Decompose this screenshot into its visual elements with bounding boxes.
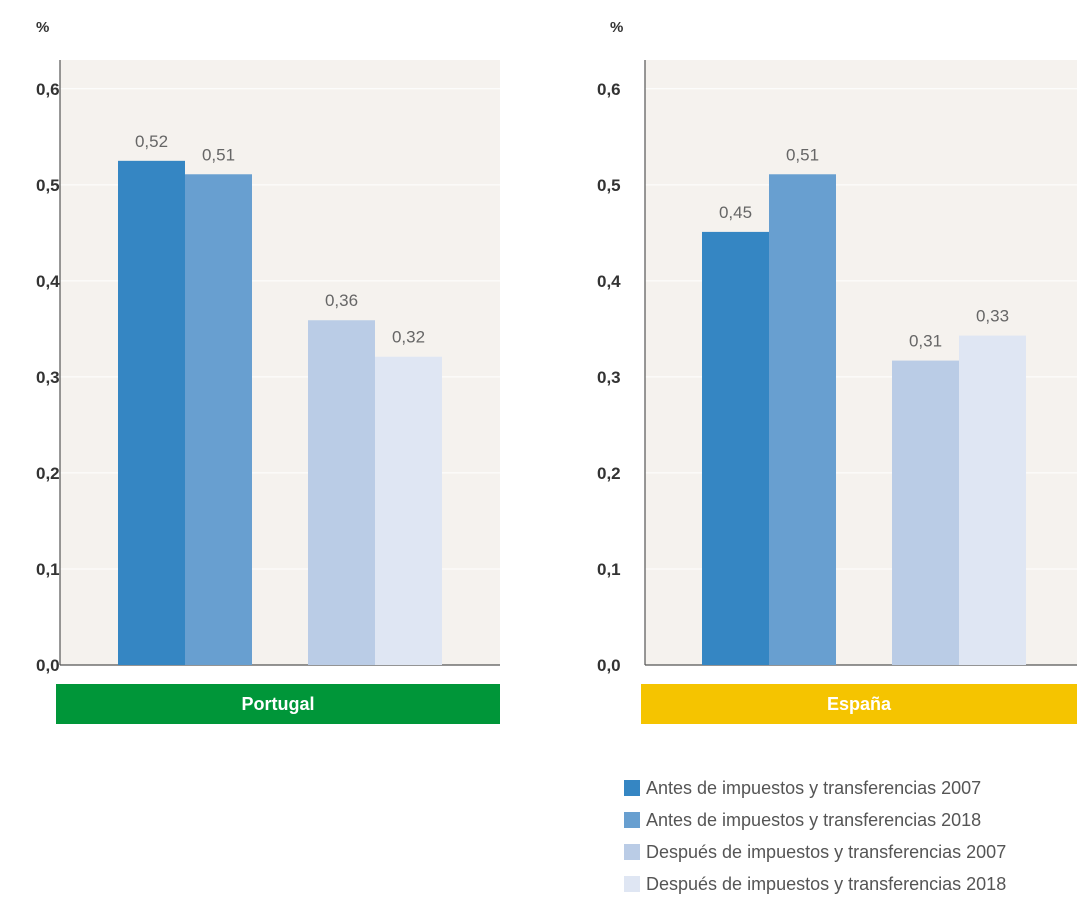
y-tick-label: 0,6 xyxy=(36,80,60,99)
legend-item: Después de impuestos y transferencias 20… xyxy=(624,840,1006,864)
bar xyxy=(185,174,252,665)
data-label: 0,32 xyxy=(392,328,425,347)
y-tick-label: 0,0 xyxy=(597,656,621,675)
legend-swatch-despues-2018 xyxy=(624,876,640,892)
country-label: Portugal xyxy=(241,694,314,714)
y-tick-label: 0,2 xyxy=(597,464,621,483)
bar xyxy=(702,231,769,665)
data-label: 0,31 xyxy=(909,332,942,351)
data-label: 0,33 xyxy=(976,307,1009,326)
bar xyxy=(959,335,1026,665)
data-label: 0,51 xyxy=(786,145,819,164)
y-tick-label: 0,6 xyxy=(597,80,621,99)
bar xyxy=(769,174,836,665)
y-tick-label: 0,4 xyxy=(597,272,621,291)
y-tick-label: 0,1 xyxy=(36,560,60,579)
country-band xyxy=(641,684,1077,724)
bar xyxy=(118,160,185,666)
y-tick-label: 0,4 xyxy=(36,272,60,291)
legend-item: Antes de impuestos y transferencias 2007 xyxy=(624,776,1006,800)
data-label: 0,45 xyxy=(719,203,752,222)
data-label: 0,36 xyxy=(325,291,358,310)
y-tick-label: 0,5 xyxy=(36,176,60,195)
y-axis-unit-label: % xyxy=(36,19,49,36)
bar xyxy=(892,360,959,665)
legend-label: Después de impuestos y transferencias 20… xyxy=(646,841,1007,862)
y-tick-label: 0,3 xyxy=(597,368,621,387)
legend-swatch-antes-2018 xyxy=(624,812,640,828)
legend-label: Antes de impuestos y transferencias 2007 xyxy=(646,777,982,798)
charts-canvas: % 0,0 0,1 0,2 0,3 0,4 0,5 0,6 0,52 0,51 0,36 0,32 Po… xyxy=(36,19,1077,724)
y-tick-label: 0,3 xyxy=(36,368,60,387)
legend: Antes de impuestos y transferencias 2007… xyxy=(624,776,1006,904)
legend-swatch-despues-2007 xyxy=(624,844,640,860)
legend-item: Después de impuestos y transferencias 20… xyxy=(624,872,1006,896)
legend-swatch-antes-2007 xyxy=(624,780,640,796)
legend-item: Antes de impuestos y transferencias 2018 xyxy=(624,808,1006,832)
data-label: 0,51 xyxy=(202,145,235,164)
y-tick-label: 0,5 xyxy=(597,176,621,195)
y-tick-label: 0,0 xyxy=(36,656,60,675)
bar xyxy=(308,320,375,665)
y-tick-label: 0,2 xyxy=(36,464,60,483)
y-axis-unit-label: % xyxy=(610,19,623,36)
legend-label: Después de impuestos y transferencias 20… xyxy=(646,873,1007,894)
y-tick-label: 0,1 xyxy=(597,560,621,579)
data-label: 0,52 xyxy=(135,132,168,151)
bar xyxy=(375,356,442,665)
legend-label: Antes de impuestos y transferencias 2018 xyxy=(646,809,982,830)
country-band xyxy=(56,684,500,724)
country-label: España xyxy=(827,694,892,714)
